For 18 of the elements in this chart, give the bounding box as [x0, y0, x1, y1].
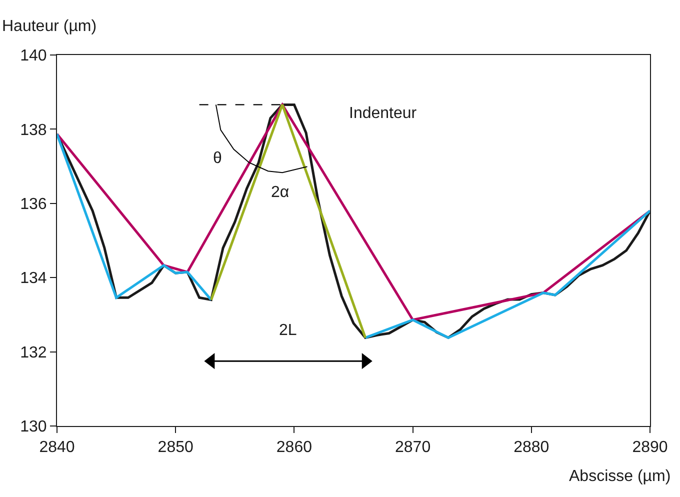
- annotation: 2α: [271, 184, 290, 201]
- y-tick-label: 132: [20, 344, 47, 362]
- x-tick-label: 2870: [395, 439, 431, 456]
- x-tick-label: 2890: [632, 439, 668, 456]
- y-tick-label: 138: [20, 122, 47, 139]
- y-tick-label: 130: [20, 418, 47, 436]
- y-tick-label: 140: [20, 48, 47, 65]
- x-tick-label: 2860: [276, 439, 312, 456]
- x-axis-title: Abscisse (µm): [569, 468, 671, 485]
- x-tick-label: 2880: [514, 439, 550, 456]
- x-tick-label: 2840: [39, 439, 75, 456]
- y-tick-label: 134: [20, 270, 47, 288]
- x-tick-label: 2850: [158, 439, 194, 456]
- annotation: Indenteur: [349, 105, 418, 122]
- annotation: 2L: [279, 322, 297, 339]
- y-tick-label: 136: [20, 196, 47, 213]
- annotation: θ: [213, 150, 222, 167]
- y-axis-title: Hauteur (µm): [2, 18, 97, 35]
